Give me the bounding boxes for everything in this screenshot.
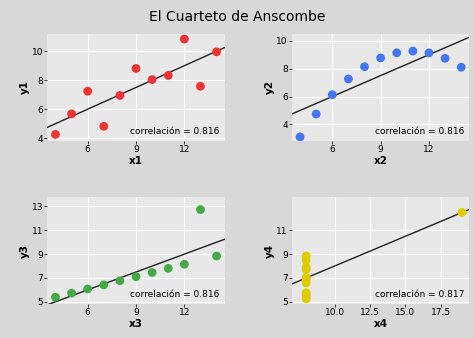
Point [302,292,310,298]
Point [52,132,59,137]
X-axis label: x1: x1 [129,156,143,166]
Text: correlación = 0.817: correlación = 0.817 [374,290,464,299]
Point [213,49,220,54]
Y-axis label: y3: y3 [20,244,30,258]
Point [393,50,401,55]
Text: correlación = 0.816: correlación = 0.816 [374,127,464,136]
Point [302,296,310,301]
Point [164,266,172,271]
Point [132,274,140,280]
X-axis label: x3: x3 [129,319,143,329]
X-axis label: x2: x2 [374,156,388,166]
Point [458,210,466,215]
Point [302,280,310,286]
Point [457,65,465,70]
Point [181,262,188,267]
Point [68,290,75,296]
Point [302,253,310,259]
Point [302,267,310,272]
Point [302,275,310,280]
Point [441,56,449,61]
Y-axis label: y1: y1 [20,80,30,94]
Point [302,290,310,295]
Y-axis label: y4: y4 [265,243,275,258]
Point [312,111,320,117]
Point [181,36,188,42]
Point [84,286,91,292]
Point [345,76,352,82]
Point [84,89,91,94]
Text: correlación = 0.816: correlación = 0.816 [130,127,219,136]
Point [116,278,124,284]
Point [213,253,220,259]
Point [361,64,368,69]
Point [377,55,384,61]
Point [328,92,336,97]
Point [302,276,310,282]
Point [116,93,124,98]
Point [197,207,204,212]
X-axis label: x4: x4 [374,319,388,329]
Point [296,134,304,140]
Point [148,270,156,275]
Text: correlación = 0.816: correlación = 0.816 [130,290,219,299]
Point [68,111,75,117]
Point [302,264,310,270]
Point [409,48,417,54]
Point [132,66,140,71]
Point [148,77,156,82]
Text: El Cuarteto de Anscombe: El Cuarteto de Anscombe [149,10,325,24]
Point [52,294,59,300]
Point [302,258,310,263]
Point [164,73,172,78]
Point [100,282,108,288]
Point [100,124,108,129]
Y-axis label: y2: y2 [265,80,275,94]
Point [425,50,433,55]
Point [197,83,204,89]
